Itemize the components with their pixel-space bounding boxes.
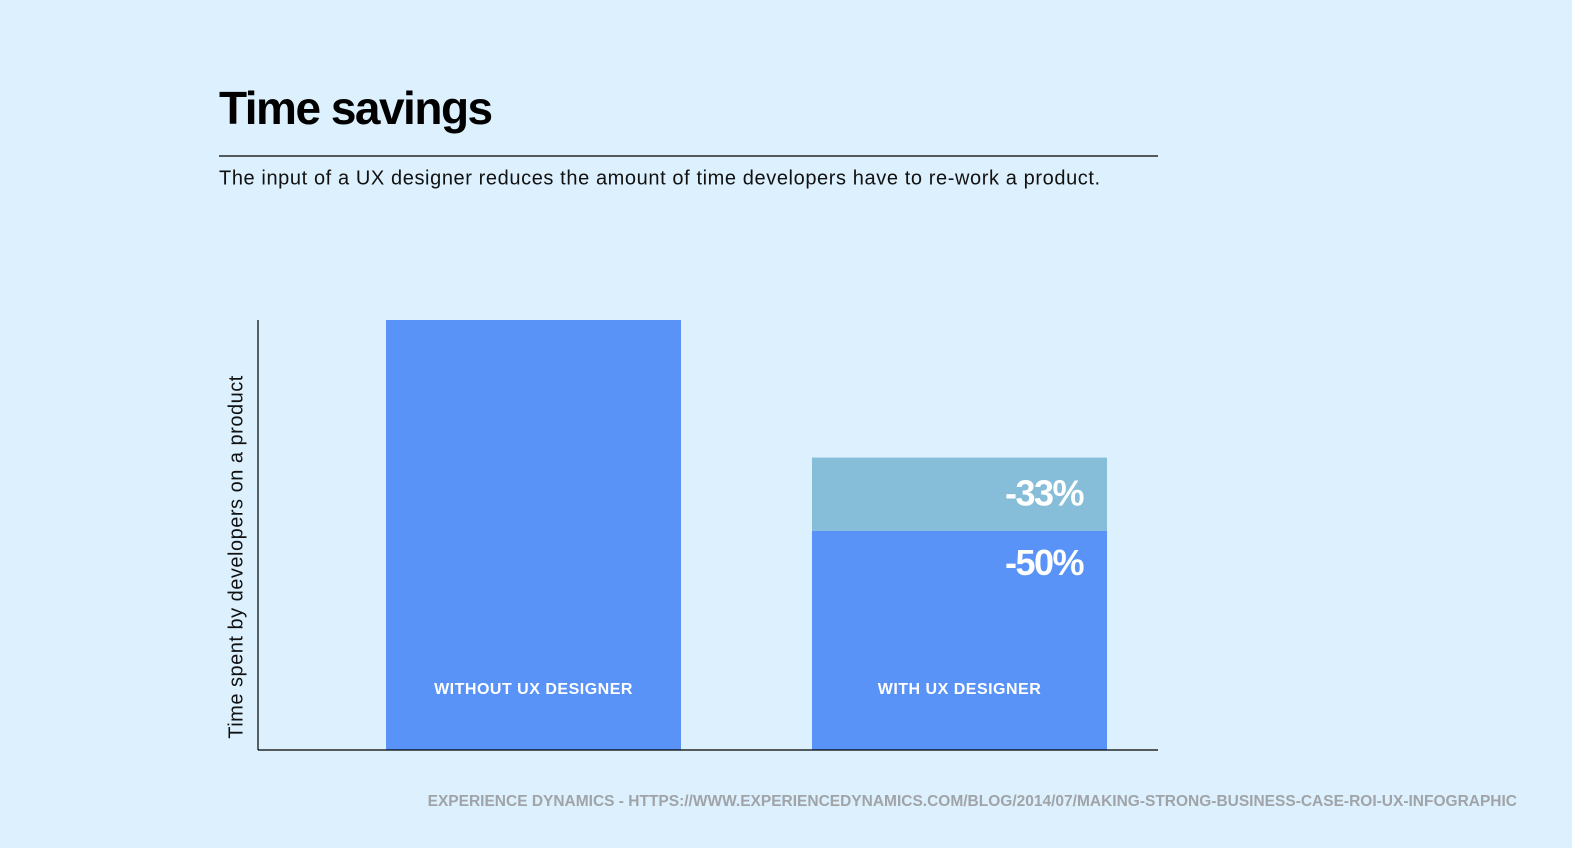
annotation: -50% <box>1005 542 1085 583</box>
annotation: -33% <box>1005 473 1085 514</box>
source: EXPERIENCE DYNAMICS - HTTPS://WWW.EXPERI… <box>428 793 1517 810</box>
bar <box>812 457 1107 531</box>
bar <box>812 530 1107 750</box>
chart-subtitle: The input of a UX designer reduces the a… <box>219 167 1101 189</box>
bar <box>386 320 681 750</box>
y-axis-label: Time spent by developers on a product <box>225 375 247 739</box>
x-tick-label: WITHOUT UX DESIGNER <box>434 681 633 698</box>
x-tick-label: WITH UX DESIGNER <box>878 681 1042 698</box>
chart-title: Time savings <box>219 82 492 134</box>
